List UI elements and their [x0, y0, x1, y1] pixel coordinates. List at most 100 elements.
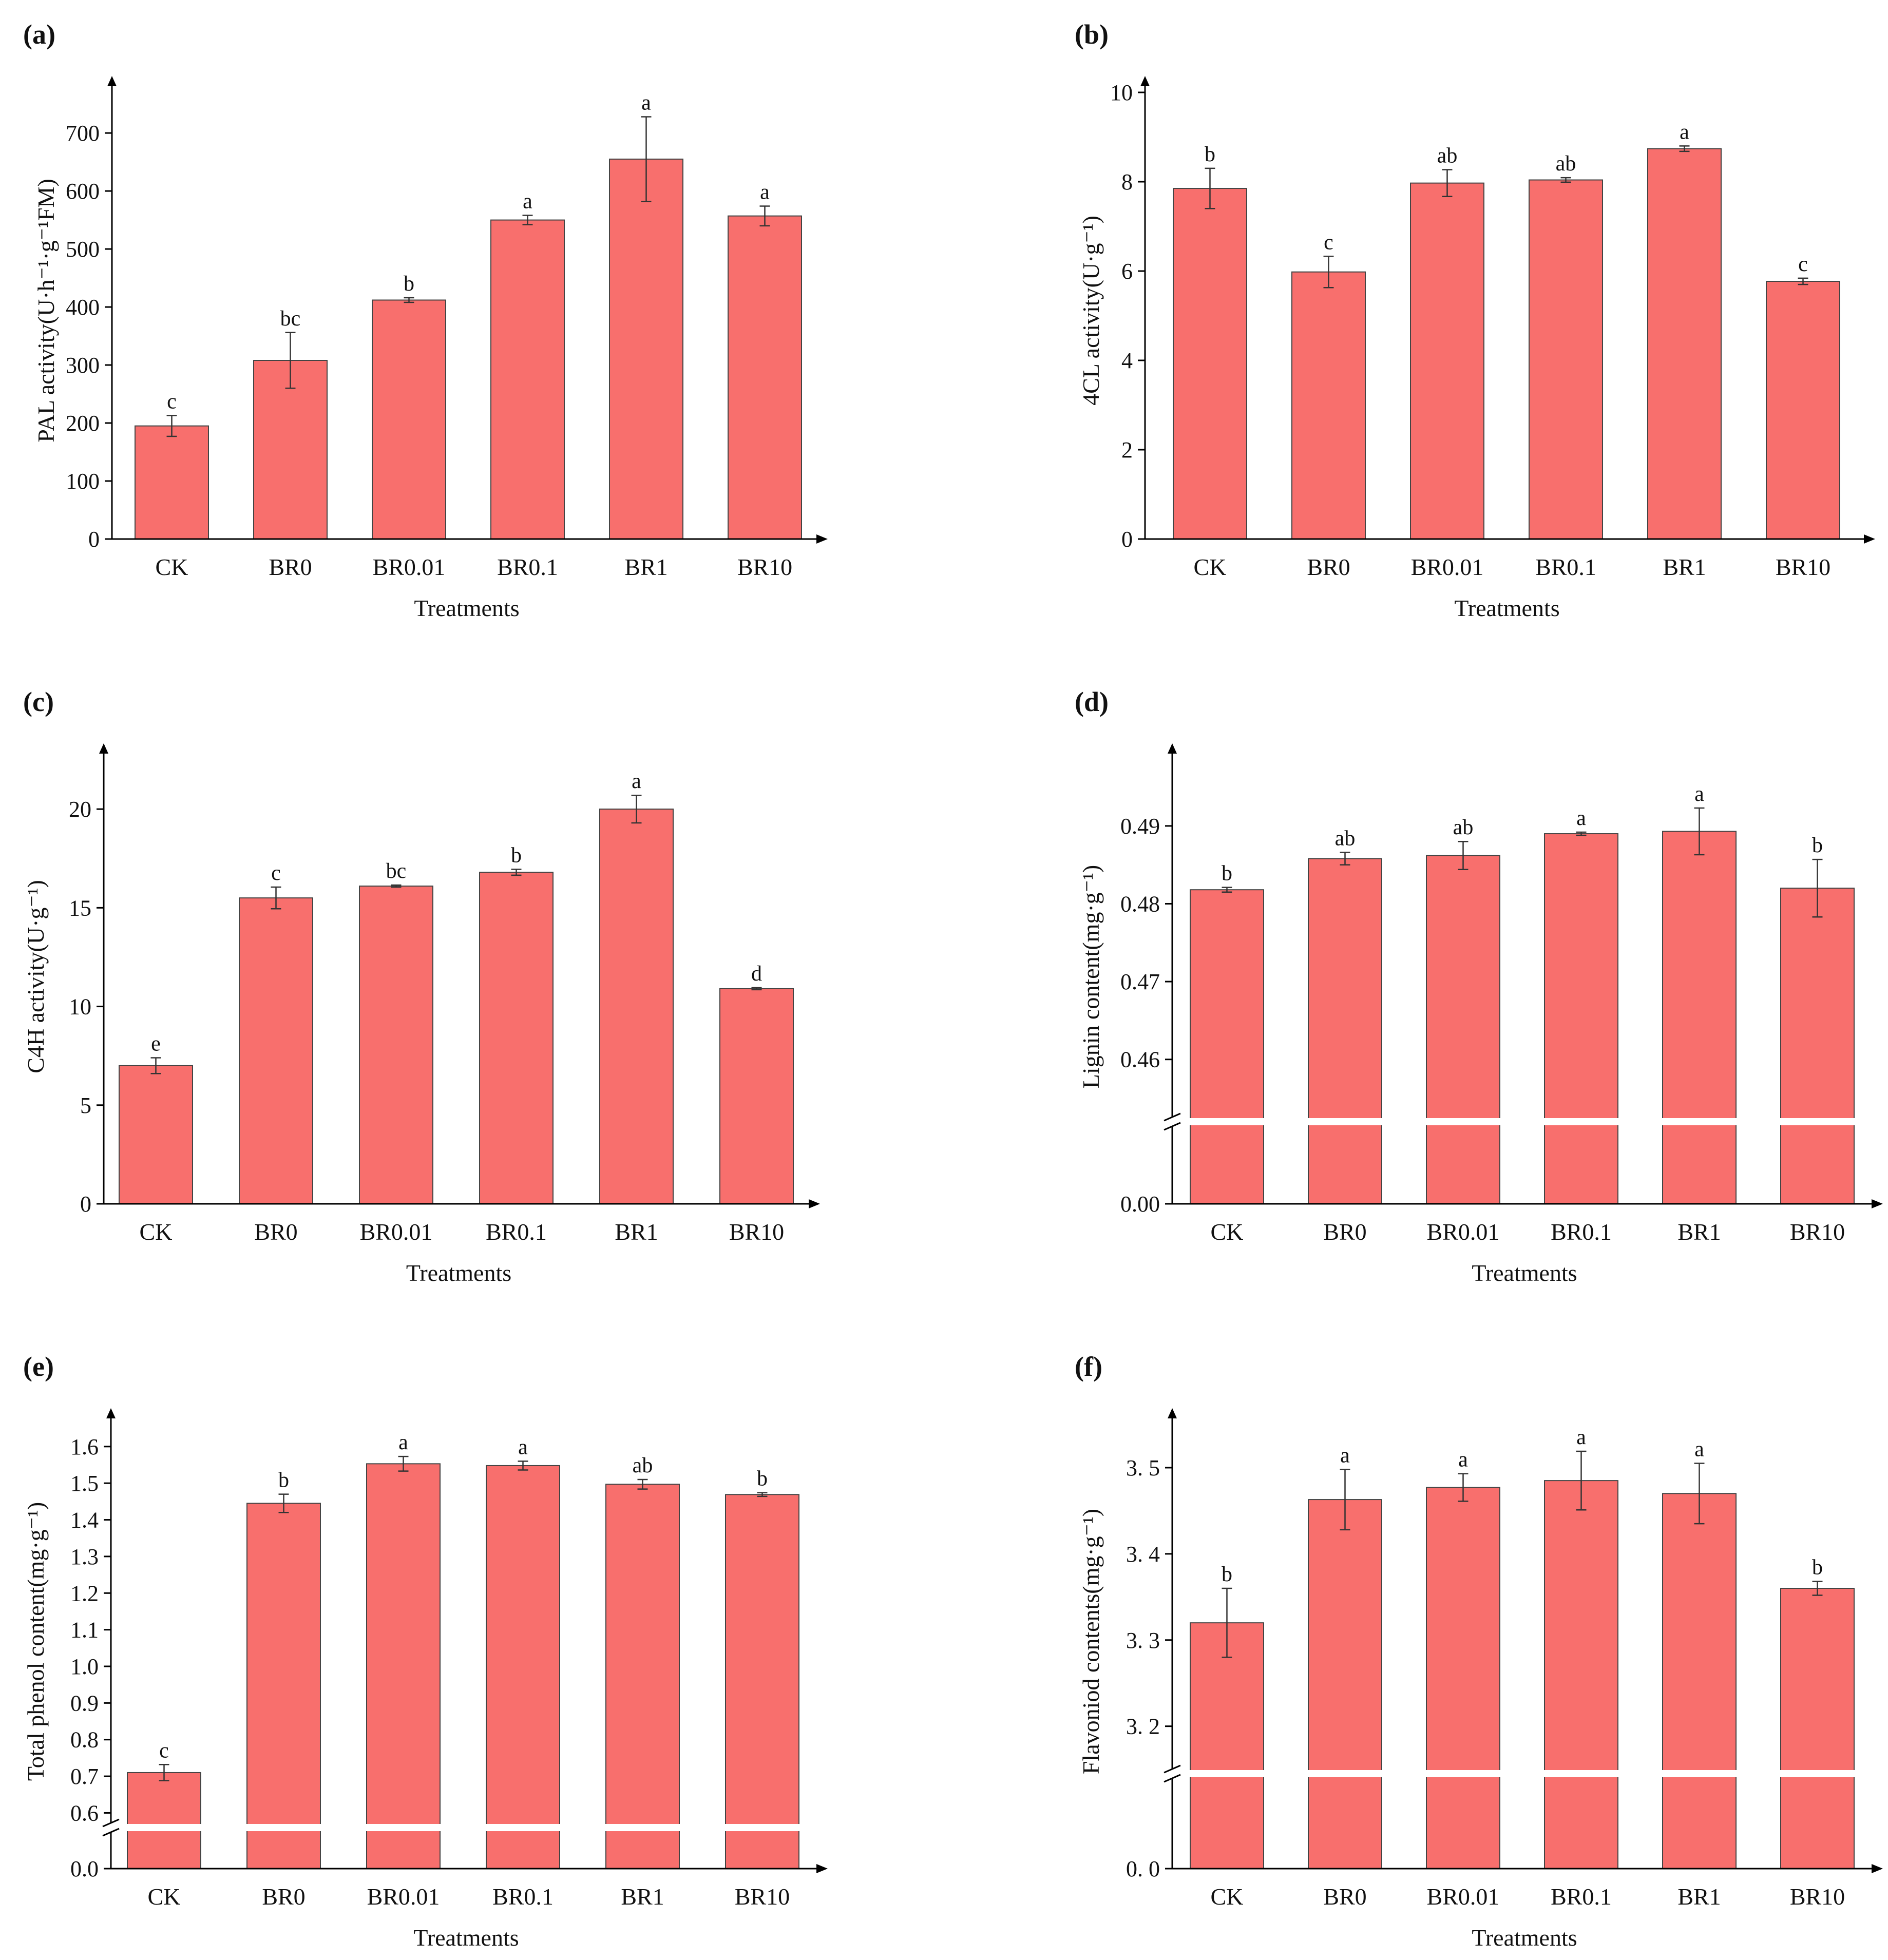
panel-label-d: (d) [1075, 686, 1109, 717]
significance-label: ab [633, 1454, 653, 1477]
y-axis-arrow [1140, 76, 1150, 86]
panel-label-e: (e) [23, 1351, 54, 1382]
significance-label: b [278, 1469, 289, 1492]
error-bar-BR10 [1812, 1581, 1823, 1596]
x-tick-label: CK [148, 1884, 181, 1910]
axis-break-gap [1166, 1769, 1178, 1779]
error-bar-BR0.01 [404, 297, 414, 303]
error-bar-BR1 [641, 116, 652, 202]
error-bar-BR0.1 [522, 215, 533, 225]
y-tick-label: 700 [66, 121, 100, 146]
axis-break-mark [1164, 1774, 1181, 1783]
bar-break-gap [724, 1824, 800, 1831]
error-bar-CK [166, 415, 177, 437]
bar-BR10 [725, 1494, 799, 1869]
significance-label: a [760, 180, 770, 204]
bar-BR10 [728, 215, 802, 540]
significance-label: b [1222, 1563, 1232, 1586]
y-tick-label: 3. 2 [1126, 1714, 1160, 1739]
bar-BR0.1 [490, 219, 565, 540]
x-tick-label: BR0.1 [1535, 554, 1596, 580]
significance-label: b [1812, 1556, 1823, 1580]
y-tick-label: 0.00 [1120, 1192, 1160, 1217]
y-tick-label: 600 [66, 179, 100, 204]
bar-BR10 [1780, 1588, 1855, 1870]
bar-BR1 [599, 809, 674, 1204]
panel-label-a: (a) [23, 19, 55, 50]
bar-BR0 [253, 360, 328, 540]
error-bar-BR0.01 [391, 884, 402, 888]
error-bar-CK [1222, 887, 1232, 893]
significance-label: b [1812, 834, 1823, 857]
y-axis-title: PAL activity(U·h⁻¹·g⁻¹FM) [33, 179, 59, 443]
x-tick-label: BR0.01 [1411, 554, 1484, 580]
error-bar-BR1 [1694, 807, 1705, 856]
error-bar-BR0.01 [1458, 840, 1469, 871]
bar-BR0 [246, 1503, 321, 1870]
bar-break-gap [126, 1824, 202, 1831]
bar-BR0 [239, 897, 313, 1204]
bar-BR0 [1308, 858, 1382, 1204]
error-bar-BR10 [759, 205, 770, 227]
y-tick-label: 1.0 [70, 1654, 99, 1679]
bar-BR0.1 [1544, 833, 1618, 1204]
significance-label: a [632, 770, 641, 793]
bar-BR1 [609, 158, 683, 540]
axis-break-mark [1164, 1112, 1181, 1122]
y-tick-label: 0.8 [70, 1727, 99, 1753]
panel-d: (d) b CK ab BR0 ab BR0.01 a BR0.1 a BR1 b BR10 0.00 0.… [1075, 686, 1883, 1286]
x-tick-label: BR1 [1663, 554, 1706, 580]
y-axis-title: 4CL activity(U·g⁻¹) [1078, 216, 1104, 406]
x-axis-arrow [1872, 1199, 1883, 1208]
bar-BR0.1 [1544, 1480, 1618, 1869]
significance-label: c [1324, 230, 1333, 254]
error-bar-CK [1222, 1587, 1232, 1658]
y-tick-label: 0.6 [70, 1800, 99, 1826]
x-tick-label: BR1 [1677, 1884, 1721, 1910]
x-tick-label: CK [140, 1219, 173, 1245]
x-tick-label: BR10 [737, 554, 792, 580]
x-axis-arrow [816, 534, 828, 544]
significance-label: a [641, 91, 651, 114]
x-tick-label: BR10 [1790, 1884, 1845, 1910]
y-tick-label: 1.1 [70, 1618, 99, 1643]
bar-break-gap [1779, 1118, 1856, 1125]
error-bar-BR0 [285, 332, 296, 389]
bar-break-gap [485, 1824, 561, 1831]
bar-break-gap [1543, 1770, 1619, 1777]
y-tick-label: 3. 4 [1126, 1542, 1160, 1567]
significance-label: ab [1437, 144, 1458, 168]
significance-label: c [159, 1739, 169, 1762]
x-tick-label: BR1 [1677, 1219, 1721, 1245]
error-bar-BR10 [1812, 858, 1823, 918]
x-tick-label: CK [1194, 554, 1227, 580]
x-tick-label: BR10 [1776, 554, 1830, 580]
y-tick-label: 100 [66, 469, 100, 494]
panel-f: (f) b CK a BR0 a BR0.01 a BR0.1 a BR1 b BR10 0. 0 3. 2… [1075, 1351, 1883, 1951]
significance-label: a [1576, 1426, 1586, 1449]
y-axis-arrow [106, 1408, 116, 1418]
bar-BR1 [1662, 831, 1737, 1204]
significance-label: b [1205, 143, 1215, 166]
significance-label: bc [386, 859, 407, 883]
y-tick-label: 0.46 [1120, 1047, 1160, 1072]
error-bar-BR0.1 [518, 1461, 528, 1471]
x-axis-arrow [816, 1864, 828, 1873]
bar-break-gap [1661, 1770, 1738, 1777]
x-tick-label: BR0 [1307, 554, 1350, 580]
bar-break-gap [1189, 1770, 1265, 1777]
x-axis-title: Treatments [414, 595, 519, 621]
bar-break-gap [1779, 1770, 1856, 1777]
y-axis-arrow [99, 743, 108, 754]
bar-BR0.01 [1426, 855, 1500, 1204]
bar-BR10 [719, 988, 794, 1204]
error-bar-CK [150, 1057, 161, 1074]
panel-a: (a) c CK bc BR0 b BR0.01 a BR0.1 a BR1 a BR10 0 100 200… [23, 19, 828, 621]
error-bar-BR0.01 [1442, 169, 1453, 197]
y-tick-label: 3. 5 [1126, 1455, 1160, 1481]
axis-break-mark [1164, 1764, 1181, 1774]
bar-break-gap [1425, 1770, 1501, 1777]
y-tick-label: 10 [1110, 80, 1133, 105]
bar-BR0.1 [1529, 179, 1603, 540]
